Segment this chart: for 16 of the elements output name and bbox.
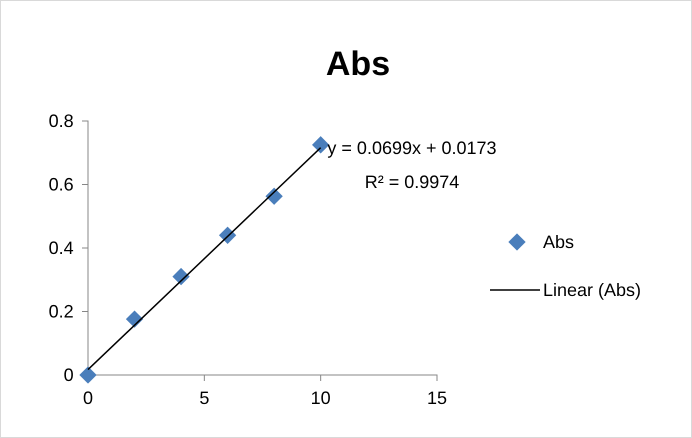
y-tick-label: 0.4: [48, 238, 74, 258]
legend-label: Abs: [543, 232, 574, 252]
x-tick-label: 10: [310, 388, 331, 408]
point: [312, 136, 330, 154]
legend-label: Linear (Abs): [543, 280, 642, 300]
x-tick-label: 15: [426, 388, 448, 408]
y-tick-label: 0.2: [48, 301, 74, 322]
y-tick-label: 0.8: [48, 110, 74, 131]
chart-title: Abs: [326, 45, 390, 83]
x-tick-label: 5: [199, 388, 210, 408]
annotation: R² = 0.9974: [364, 172, 460, 192]
y-tick-label: 0.6: [48, 174, 74, 194]
annotation: y = 0.0699x + 0.0173: [327, 138, 497, 158]
x-tick-label: 0: [82, 388, 94, 408]
point: [79, 366, 97, 384]
y-tick-label: 0: [64, 364, 74, 385]
